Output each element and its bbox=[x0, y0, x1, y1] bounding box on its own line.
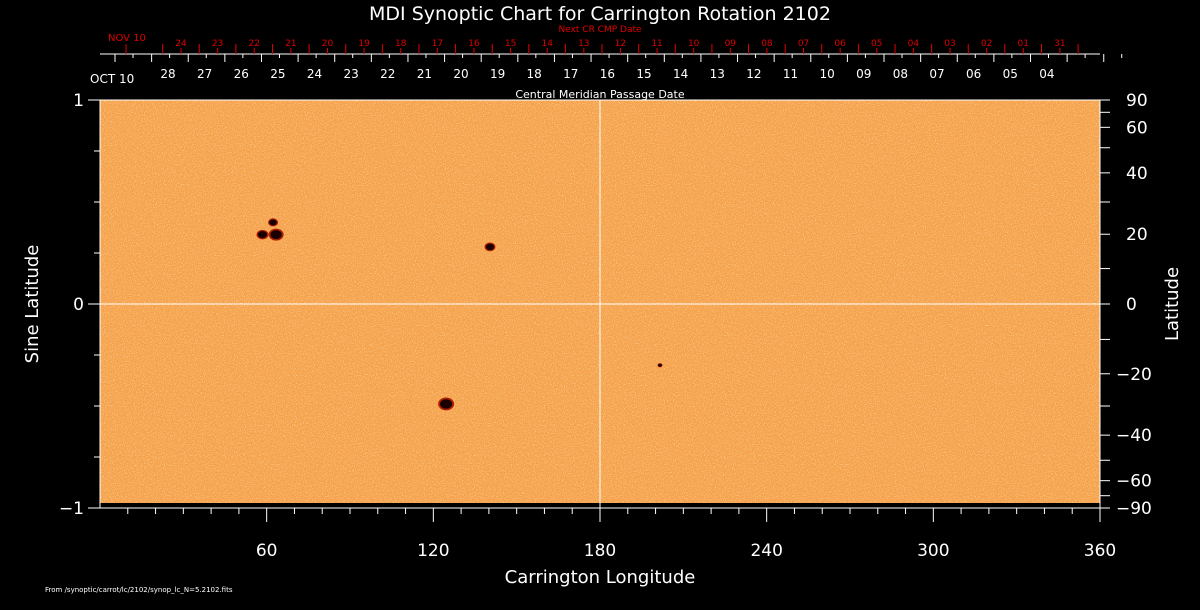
next-cmp-date-label: 23 bbox=[212, 39, 223, 49]
cmp-date-label: 09 bbox=[856, 67, 871, 81]
next-cmp-date-label: 05 bbox=[871, 39, 882, 49]
next-cmp-date-label: 07 bbox=[798, 39, 809, 49]
cmp-date-label: 16 bbox=[600, 67, 615, 81]
cmp-date-label: 15 bbox=[636, 67, 651, 81]
next-cmp-date-label: 24 bbox=[175, 39, 187, 49]
next-cmp-date-label: 11 bbox=[651, 39, 662, 49]
next-cmp-start-label: NOV 10 bbox=[108, 33, 146, 44]
next-cmp-date-label: 08 bbox=[761, 39, 773, 49]
latitude-tick-label: −90 bbox=[1116, 499, 1152, 519]
sunspot bbox=[269, 219, 277, 226]
chart-title: MDI Synoptic Chart for Carrington Rotati… bbox=[369, 3, 831, 25]
cmp-date-label: 24 bbox=[307, 67, 322, 81]
latitude-tick-label: −60 bbox=[1116, 472, 1152, 492]
x-axis-label: Carrington Longitude bbox=[505, 567, 696, 588]
cmp-date-label: 14 bbox=[673, 67, 688, 81]
y2-axis-label: Latitude bbox=[1162, 267, 1183, 341]
y-tick-label: 1 bbox=[73, 91, 84, 111]
cmp-date-label: 20 bbox=[453, 67, 468, 81]
next-cmp-date-label: 31 bbox=[1054, 39, 1065, 49]
cmp-date-label: 17 bbox=[563, 67, 578, 81]
cmp-date-label: 11 bbox=[783, 67, 798, 81]
cmp-date-label: 12 bbox=[746, 67, 761, 81]
next-cmp-axis-label: Next CR CMP Date bbox=[558, 25, 642, 35]
cmp-date-label: 10 bbox=[820, 67, 835, 81]
next-cmp-date-label: 03 bbox=[944, 39, 955, 49]
cmp-date-label: 21 bbox=[417, 67, 432, 81]
latitude-tick-label: 90 bbox=[1126, 91, 1148, 111]
cmp-date-label: 05 bbox=[1003, 67, 1018, 81]
latitude-tick-label: 20 bbox=[1126, 225, 1148, 245]
latitude-tick-label: −40 bbox=[1116, 426, 1152, 446]
sunspot bbox=[270, 230, 282, 240]
sunspot bbox=[257, 231, 268, 239]
cmp-date-label: 06 bbox=[966, 67, 981, 81]
x-tick-label: 360 bbox=[1084, 541, 1116, 561]
cmp-date-label: 22 bbox=[380, 67, 395, 81]
next-cmp-date-label: 18 bbox=[395, 39, 407, 49]
cmp-date-label: 19 bbox=[490, 67, 505, 81]
y-tick-label: 0 bbox=[73, 295, 84, 315]
latitude-tick-label: 60 bbox=[1126, 118, 1148, 138]
next-cmp-date-label: 14 bbox=[541, 39, 553, 49]
next-cmp-date-label: 20 bbox=[322, 39, 334, 49]
next-cmp-date-label: 13 bbox=[578, 39, 589, 49]
cmp-date-label: 18 bbox=[527, 67, 542, 81]
latitude-tick-label: −20 bbox=[1116, 365, 1152, 385]
next-cmp-date-label: 19 bbox=[358, 39, 370, 49]
cmp-axis-label: Central Meridian Passage Date bbox=[515, 88, 684, 101]
cmp-date-label: 26 bbox=[234, 67, 249, 81]
cmp-date-label: 07 bbox=[929, 67, 944, 81]
sunspot bbox=[658, 363, 662, 367]
next-cmp-date-label: 12 bbox=[615, 39, 626, 49]
sunspot bbox=[485, 243, 495, 251]
x-tick-label: 60 bbox=[256, 541, 278, 561]
next-cmp-date-label: 15 bbox=[505, 39, 516, 49]
next-cmp-date-label: 02 bbox=[981, 39, 992, 49]
cmp-date-label: 08 bbox=[893, 67, 908, 81]
cmp-date-label: 25 bbox=[270, 67, 285, 81]
next-cmp-date-label: 21 bbox=[285, 39, 296, 49]
y-axis-label: Sine Latitude bbox=[22, 245, 43, 364]
next-cmp-date-label: 16 bbox=[468, 39, 480, 49]
cmp-date-label: 23 bbox=[343, 67, 358, 81]
y-tick-label: −1 bbox=[59, 499, 84, 519]
cmp-date-label: 28 bbox=[160, 67, 175, 81]
cmp-date-label: 04 bbox=[1039, 67, 1054, 81]
cmp-start-label: OCT 10 bbox=[90, 72, 134, 86]
cmp-date-label: 13 bbox=[710, 67, 725, 81]
next-cmp-date-label: 10 bbox=[688, 39, 700, 49]
next-cmp-date-label: 22 bbox=[249, 39, 260, 49]
next-cmp-date-label: 04 bbox=[908, 39, 920, 49]
x-tick-label: 180 bbox=[584, 541, 616, 561]
source-file-footer: From /synoptic/carrot/lc/2102/synop_lc_N… bbox=[45, 586, 233, 594]
x-tick-label: 240 bbox=[750, 541, 782, 561]
next-cmp-date-label: 06 bbox=[834, 39, 846, 49]
x-tick-label: 120 bbox=[417, 541, 449, 561]
latitude-tick-label: 0 bbox=[1126, 295, 1137, 315]
next-cmp-date-label: 09 bbox=[725, 39, 737, 49]
x-tick-label: 300 bbox=[917, 541, 949, 561]
sunspot bbox=[440, 399, 453, 409]
latitude-tick-label: 40 bbox=[1126, 164, 1148, 184]
cmp-date-label: 27 bbox=[197, 67, 212, 81]
next-cmp-date-label: 01 bbox=[1018, 39, 1029, 49]
next-cmp-date-label: 17 bbox=[432, 39, 443, 49]
